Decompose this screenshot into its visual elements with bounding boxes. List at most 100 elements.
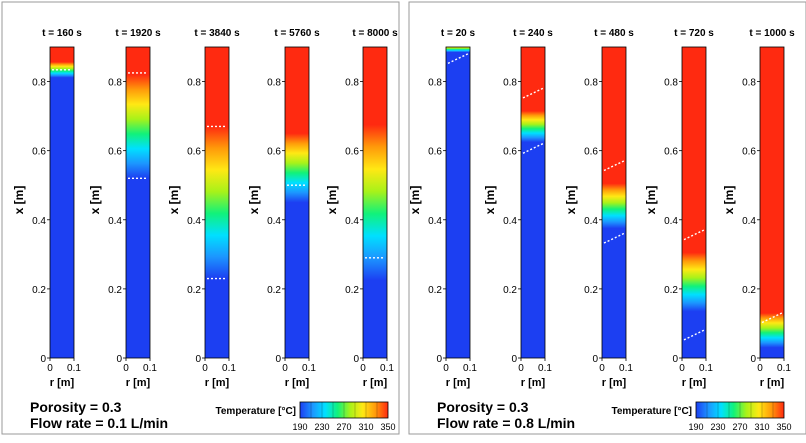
x-axis-label: r [m] [205,377,230,389]
y-tick-label: 0 [672,354,678,365]
colorbar-tick-label: 270 [732,422,747,432]
y-tick-label: 0.8 [267,78,281,89]
colorbar-title: Temperature [°C] [612,406,693,417]
figure-2: t = 20 s00.20.40.60.80 0.1r [m]x [m]t = 2… [408,1,806,435]
colorbar-tick-label: 230 [314,422,329,432]
caption-flow-rate: Flow rate = 0.8 L/min [437,415,575,431]
y-tick-label: 0.4 [584,216,598,227]
x-tick-label: 0.1 [380,363,394,374]
y-tick-label: 0.2 [584,285,598,296]
y-tick-label: 0 [40,354,46,365]
y-tick-label: 0 [195,354,201,365]
y-tick-label: 0 [353,354,359,365]
y-tick-label: 0 [275,354,281,365]
panel-time-label: t = 160 s [42,28,82,39]
temperature-field [601,46,627,359]
panel-time-label: t = 20 s [441,28,476,39]
x-axis-label: r [m] [126,377,151,389]
temperature-field [445,46,471,359]
temperature-field [520,46,546,359]
y-axis-label: x [m] [483,186,497,215]
y-tick-label: 0 [750,354,756,365]
y-tick-label: 0.6 [108,147,122,158]
x-axis-label: r [m] [760,377,785,389]
y-axis-label: x [m] [722,186,736,215]
y-tick-label: 0.6 [742,147,756,158]
x-axis-label: r [m] [285,377,310,389]
x-tick-label: 0 [47,363,53,374]
x-axis-label: r [m] [50,377,75,389]
isoline [447,53,469,64]
x-tick-label: 0.1 [143,363,157,374]
panel-time-label: t = 1920 s [115,28,161,39]
y-tick-label: 0.4 [267,216,281,227]
colorbar-tick-label: 310 [358,422,373,432]
x-axis-label: r [m] [521,377,546,389]
panel-time-label: t = 480 s [594,28,634,39]
y-tick-label: 0.6 [428,147,442,158]
temperature-field [284,46,310,359]
panel-1: t = 20 s 0 0.2 0.4 0.6 0.8 0 0.1 r [m] x [m] [408,28,477,389]
x-tick-label: 0 [518,363,524,374]
x-axis-label: r [m] [602,377,627,389]
x-tick-label: 0.1 [222,363,236,374]
isoline [522,142,544,154]
y-tick-label: 0.6 [664,147,678,158]
y-tick-label: 0.6 [267,147,281,158]
temperature-field [362,46,388,359]
caption-flow-rate: Flow rate = 0.1 L/min [30,415,168,431]
y-axis-label: x [m] [644,186,658,215]
y-tick-label: 0.2 [503,285,517,296]
y-axis-label: x [m] [325,186,339,215]
y-tick-label: 0.8 [345,78,359,89]
x-tick-label: 0 [360,363,366,374]
y-tick-label: 0.8 [108,78,122,89]
colorbar-tick-label: 310 [754,422,769,432]
y-tick-label: 0.2 [108,285,122,296]
y-tick-label: 0 [592,354,598,365]
y-tick-label: 0.4 [664,216,678,227]
y-tick-label: 0.6 [584,147,598,158]
y-axis-label: x [m] [88,186,102,215]
isoline [761,312,783,324]
caption-porosity: Porosity = 0.3 [30,399,122,415]
y-tick-label: 0.2 [345,285,359,296]
y-tick-label: 0.4 [742,216,756,227]
panel-time-label: t = 8000 s [352,28,398,39]
y-tick-label: 0.6 [187,147,201,158]
temperature-field [125,46,151,359]
x-tick-label: 0.1 [67,363,81,374]
y-tick-label: 0.2 [664,285,678,296]
x-tick-label: 0 [679,363,685,374]
x-tick-label: 0 [757,363,763,374]
panel-1: t = 160 s 0 0.2 0.4 0.6 0.8 0 0.1 r [m] x [m] [12,28,82,389]
y-tick-label: 0.8 [742,78,756,89]
x-tick-label: 0.1 [619,363,633,374]
y-tick-label: 0.4 [428,216,442,227]
colorbar-tick-label: 350 [776,422,791,432]
figure-1: t = 160 s 0 0.2 0.4 0.6 0.8 0 0.1 r [m] x [m] t = … [1,1,400,435]
x-tick-label: 0.1 [538,363,552,374]
y-tick-label: 0.4 [503,216,517,227]
x-tick-label: 0 [282,363,288,374]
y-tick-label: 0.2 [32,285,46,296]
x-axis-label: r [m] [682,377,707,389]
y-tick-label: 0.4 [187,216,201,227]
panel-2: t = 1920 s 0 0.2 0.4 0.6 0.8 0 0.1 r [m] x [m] [88,28,161,389]
y-tick-label: 0.2 [187,285,201,296]
panel-time-label: t = 720 s [674,28,714,39]
isoline [683,229,705,241]
colorbar-tick-label: 230 [710,422,725,432]
x-axis-label: r [m] [446,377,471,389]
y-tick-label: 0.8 [428,78,442,89]
x-tick-label: 0.1 [463,363,477,374]
y-tick-label: 0.8 [32,78,46,89]
figure-border [1,1,400,435]
isoline [683,329,705,341]
y-tick-label: 0.2 [742,285,756,296]
colorbar-tick-label: 190 [292,422,307,432]
isoline [603,160,625,172]
panel-5: t = 1000 s 0 0.2 0.4 0.6 0.8 0 0.1 r [m] x [m] [722,28,795,389]
x-tick-label: 0.1 [777,363,791,374]
x-tick-label: 0 [123,363,129,374]
